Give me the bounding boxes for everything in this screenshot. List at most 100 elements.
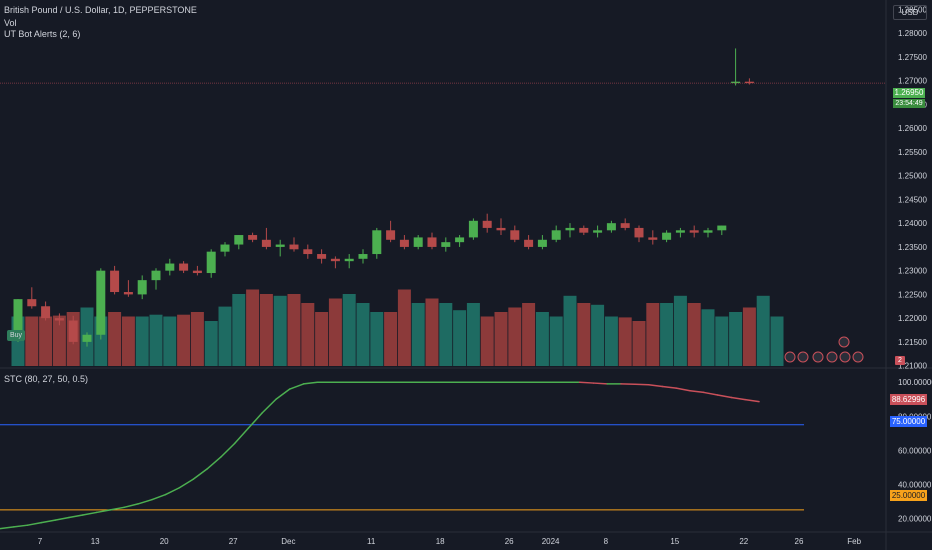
- candle-body[interactable]: [717, 225, 727, 231]
- stc-line-segment: [275, 388, 291, 400]
- volume-bar: [259, 294, 273, 366]
- alert-count-badge[interactable]: 2: [895, 356, 905, 365]
- candle-body[interactable]: [317, 254, 327, 259]
- stc-value-tag: 88.62996: [890, 394, 927, 405]
- volume-bar: [25, 316, 39, 366]
- candle-body[interactable]: [13, 299, 23, 340]
- candle-body[interactable]: [455, 237, 465, 243]
- candle-body[interactable]: [689, 230, 699, 233]
- currency-selector[interactable]: USD: [893, 5, 927, 20]
- volume-bar: [204, 321, 218, 366]
- economic-event-icon[interactable]: [839, 351, 851, 363]
- volume-bar: [328, 298, 342, 366]
- stc-lower-tag: 25.00000: [890, 490, 927, 501]
- date-tick-label: 11: [367, 537, 376, 546]
- price-tick-label: 1.21000: [898, 362, 927, 371]
- candle-body[interactable]: [703, 230, 713, 233]
- candle-body[interactable]: [82, 334, 92, 342]
- candle-body[interactable]: [248, 235, 258, 240]
- candle-body[interactable]: [192, 270, 202, 274]
- candle-body[interactable]: [731, 81, 741, 84]
- candle-body[interactable]: [41, 306, 51, 319]
- candle-body[interactable]: [110, 270, 120, 293]
- economic-event-icon[interactable]: [797, 351, 809, 363]
- candle-body[interactable]: [151, 270, 161, 281]
- candle-body[interactable]: [496, 227, 506, 231]
- candle-body[interactable]: [27, 299, 37, 307]
- candle-body[interactable]: [565, 227, 575, 231]
- candle-body[interactable]: [386, 230, 396, 240]
- candle-body[interactable]: [54, 318, 64, 321]
- economic-event-icon[interactable]: [852, 351, 864, 363]
- stc-indicator-label[interactable]: STC (80, 27, 50, 0.5): [4, 374, 89, 384]
- price-tick-label: 1.28500: [898, 5, 927, 14]
- candle-body[interactable]: [427, 237, 437, 247]
- volume-bar: [425, 298, 439, 366]
- candle-body[interactable]: [179, 263, 189, 271]
- date-tick-label: 18: [436, 537, 445, 546]
- economic-event-icon[interactable]: [812, 351, 824, 363]
- candle-body[interactable]: [510, 230, 520, 240]
- candle-body[interactable]: [606, 223, 616, 231]
- candle-body[interactable]: [648, 237, 658, 240]
- volume-bar: [756, 295, 770, 366]
- date-tick-label: 26: [795, 537, 804, 546]
- ut-bot-indicator-label[interactable]: UT Bot Alerts (2, 6): [4, 29, 81, 39]
- candle-body[interactable]: [744, 81, 754, 84]
- candle-body[interactable]: [137, 280, 147, 295]
- stc-line-segment: [247, 412, 263, 429]
- volume-bar: [411, 303, 425, 366]
- candle-body[interactable]: [399, 239, 409, 247]
- candle-body[interactable]: [537, 239, 547, 247]
- candle-body[interactable]: [413, 237, 423, 247]
- date-tick-label: 20: [160, 537, 169, 546]
- candle-body[interactable]: [344, 258, 354, 262]
- candle-body[interactable]: [634, 227, 644, 238]
- date-tick-label: 7: [38, 537, 43, 546]
- candle-body[interactable]: [579, 227, 589, 233]
- candle-body[interactable]: [441, 242, 451, 247]
- candle-body[interactable]: [468, 220, 478, 238]
- candle-body[interactable]: [482, 220, 492, 228]
- candle-body[interactable]: [662, 232, 672, 240]
- price-tick-label: 1.25000: [898, 172, 927, 181]
- candle-body[interactable]: [372, 230, 382, 255]
- date-tick-label: 22: [739, 537, 748, 546]
- volume-bar: [190, 312, 204, 366]
- economic-event-icon[interactable]: [826, 351, 838, 363]
- candle-body[interactable]: [165, 263, 175, 271]
- candle-body[interactable]: [68, 320, 78, 342]
- candle-body[interactable]: [303, 249, 313, 255]
- volume-bar: [687, 303, 701, 366]
- candle-body[interactable]: [358, 254, 368, 259]
- stc-line-segment: [137, 498, 153, 505]
- stc-line-segment: [261, 398, 277, 414]
- candle-body[interactable]: [593, 230, 603, 233]
- candle-body[interactable]: [524, 239, 534, 247]
- candle-body[interactable]: [620, 223, 630, 228]
- volume-bar: [535, 312, 549, 366]
- date-tick-label: 27: [229, 537, 238, 546]
- volume-bar: [549, 316, 563, 366]
- candle-body[interactable]: [551, 230, 561, 240]
- volume-bar: [701, 309, 715, 366]
- candle-body[interactable]: [220, 244, 230, 252]
- candle-body[interactable]: [206, 251, 216, 274]
- candle-body[interactable]: [96, 270, 106, 335]
- dividend-event-icon[interactable]: [838, 336, 850, 348]
- volume-bar: [52, 315, 66, 366]
- economic-event-icon[interactable]: [784, 351, 796, 363]
- stc-line-segment: [123, 503, 139, 509]
- candle-body[interactable]: [123, 292, 133, 295]
- date-tick-label: Feb: [847, 537, 861, 546]
- candle-body[interactable]: [261, 239, 271, 247]
- candle-body[interactable]: [330, 258, 340, 262]
- candle-body[interactable]: [289, 244, 299, 250]
- candle-body[interactable]: [675, 230, 685, 233]
- candle-body[interactable]: [234, 235, 244, 245]
- candle-body[interactable]: [275, 244, 285, 247]
- stc-line-segment: [289, 383, 305, 390]
- volume-indicator-label[interactable]: Vol: [4, 18, 17, 28]
